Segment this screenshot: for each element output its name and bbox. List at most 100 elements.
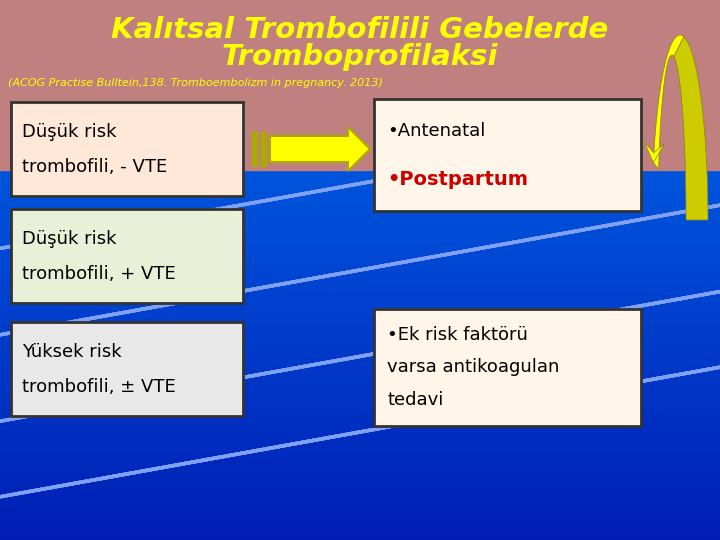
Bar — [0, 465, 720, 468]
Bar — [0, 458, 720, 461]
FancyBboxPatch shape — [11, 102, 243, 196]
Bar — [0, 262, 720, 265]
Bar — [0, 163, 720, 166]
Bar — [0, 158, 720, 160]
Bar — [0, 383, 720, 385]
Bar — [0, 309, 720, 312]
Bar — [0, 354, 720, 356]
Bar — [0, 181, 720, 184]
Bar — [0, 9, 720, 11]
Bar — [0, 523, 720, 525]
Bar — [0, 462, 720, 464]
Bar — [0, 53, 720, 56]
Bar — [0, 311, 720, 313]
Bar — [0, 469, 720, 471]
FancyBboxPatch shape — [374, 99, 641, 211]
Bar — [0, 388, 720, 390]
Bar — [0, 26, 720, 29]
Bar — [0, 214, 720, 216]
Bar — [0, 316, 720, 319]
Bar — [0, 451, 720, 454]
Bar — [0, 145, 720, 147]
Bar — [0, 372, 720, 374]
Bar — [0, 422, 720, 425]
Bar — [0, 525, 720, 528]
FancyBboxPatch shape — [11, 209, 243, 303]
Bar — [0, 10, 720, 12]
Bar — [0, 203, 720, 205]
Bar — [0, 482, 720, 484]
Bar — [0, 3, 720, 5]
Bar — [0, 397, 720, 400]
Bar — [0, 134, 720, 137]
Bar — [0, 195, 720, 198]
Polygon shape — [270, 127, 370, 171]
Bar — [0, 514, 720, 517]
Bar — [0, 242, 720, 245]
Bar — [0, 273, 720, 275]
Bar — [0, 264, 720, 266]
Bar — [0, 55, 720, 58]
Bar — [0, 210, 720, 212]
Bar — [0, 107, 720, 110]
Text: trombofili, - VTE: trombofili, - VTE — [22, 158, 167, 177]
Bar — [0, 485, 720, 488]
Bar — [0, 100, 720, 103]
Bar — [0, 502, 720, 504]
Bar — [0, 178, 720, 180]
Bar — [0, 111, 720, 113]
Bar — [0, 438, 720, 441]
Bar — [0, 161, 720, 164]
Bar — [0, 77, 720, 79]
Bar — [0, 417, 720, 420]
Bar — [0, 275, 720, 277]
Bar — [0, 269, 720, 272]
Bar — [0, 404, 720, 407]
Bar — [0, 370, 720, 373]
Bar — [0, 367, 720, 369]
Bar — [0, 97, 720, 99]
Bar — [0, 167, 720, 169]
Bar — [0, 487, 720, 490]
Bar — [0, 16, 720, 18]
Bar — [0, 30, 720, 32]
Bar — [0, 368, 720, 371]
Bar — [0, 37, 720, 39]
Bar — [0, 106, 720, 108]
Bar — [0, 23, 720, 25]
Bar — [0, 509, 720, 511]
Bar — [0, 12, 720, 15]
Bar — [0, 287, 720, 290]
Bar — [0, 480, 720, 482]
Bar — [0, 144, 720, 146]
Bar — [0, 529, 720, 531]
Bar — [0, 255, 720, 258]
Bar — [0, 410, 720, 412]
Bar — [0, 33, 720, 36]
Bar — [0, 266, 720, 268]
Bar — [0, 63, 720, 65]
Bar — [0, 165, 720, 167]
Bar — [0, 431, 720, 434]
Text: (ACOG Practise Bulltein,138. Tromboembolizm in pregnancy. 2013): (ACOG Practise Bulltein,138. Tromboembol… — [8, 78, 383, 88]
Bar — [0, 131, 720, 133]
Bar — [0, 82, 720, 85]
FancyBboxPatch shape — [374, 309, 641, 426]
Bar — [0, 430, 720, 432]
Bar — [0, 43, 720, 45]
Bar — [0, 226, 720, 228]
Bar — [0, 387, 720, 389]
Bar — [0, 129, 720, 131]
Bar — [0, 225, 720, 227]
Bar — [0, 538, 720, 540]
Bar — [0, 149, 720, 151]
Bar — [0, 122, 720, 124]
Bar — [0, 127, 720, 130]
Bar — [0, 349, 720, 351]
Bar — [0, 519, 720, 522]
Bar — [0, 491, 720, 493]
Bar — [0, 233, 720, 236]
Bar — [0, 394, 720, 396]
Bar — [0, 201, 720, 204]
Bar — [0, 172, 720, 174]
